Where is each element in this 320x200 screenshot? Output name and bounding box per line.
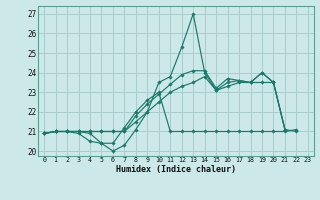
X-axis label: Humidex (Indice chaleur): Humidex (Indice chaleur) [116,165,236,174]
